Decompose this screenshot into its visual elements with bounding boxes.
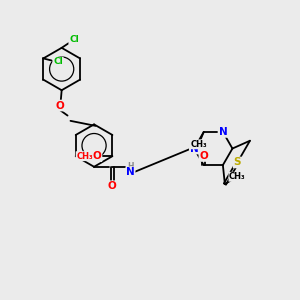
Text: O: O (56, 100, 64, 110)
Text: S: S (234, 158, 241, 167)
Text: O: O (93, 151, 101, 161)
Text: O: O (200, 151, 208, 161)
Text: H: H (127, 162, 134, 171)
Text: Cl: Cl (53, 58, 63, 67)
Text: CH₃: CH₃ (76, 152, 93, 161)
Text: CH₃: CH₃ (229, 172, 246, 181)
Text: N: N (190, 143, 199, 154)
Text: Cl: Cl (69, 35, 79, 44)
Text: N: N (126, 167, 135, 177)
Text: O: O (108, 181, 117, 191)
Text: CH₃: CH₃ (191, 140, 208, 149)
Text: N: N (218, 127, 227, 137)
